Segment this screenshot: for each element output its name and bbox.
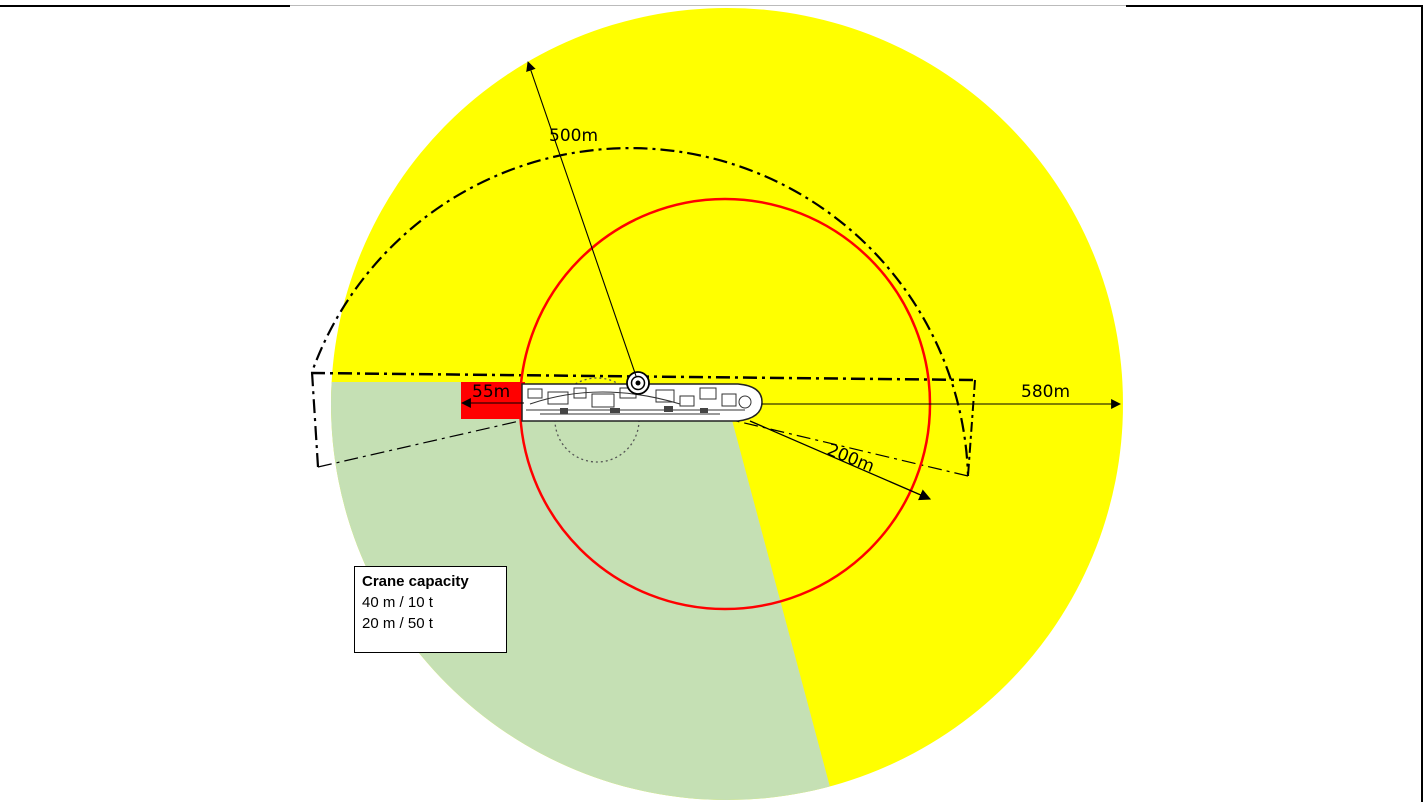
arrow-500m: [526, 61, 637, 377]
top-border-right: [1126, 5, 1423, 7]
envelope-closing-left: [317, 419, 525, 468]
envelope-closing-right: [731, 419, 969, 477]
vessel-icon: [521, 383, 763, 422]
top-border-middle: [290, 5, 1126, 6]
top-border-left: [0, 5, 290, 7]
legend-row-2: 20 m / 50 t: [362, 615, 433, 632]
label-500m: 500m: [549, 126, 598, 146]
crane-capacity-legend: Crane capacity 40 m / 10 t 20 m / 50 t: [354, 566, 507, 653]
legend-row-1: 40 m / 10 t: [362, 594, 433, 611]
crane-pedestal-icon: [626, 371, 650, 395]
right-border: [1421, 5, 1423, 802]
label-55m: 55m: [472, 382, 510, 402]
swing-envelope-500m: [310, 147, 970, 477]
exclusion-zone-55m: [461, 382, 525, 419]
arrow-200m: [749, 420, 932, 501]
label-580m: 580m: [1021, 382, 1070, 402]
legend-title: Crane capacity: [362, 573, 469, 590]
envelope-right-edge: [967, 379, 976, 477]
